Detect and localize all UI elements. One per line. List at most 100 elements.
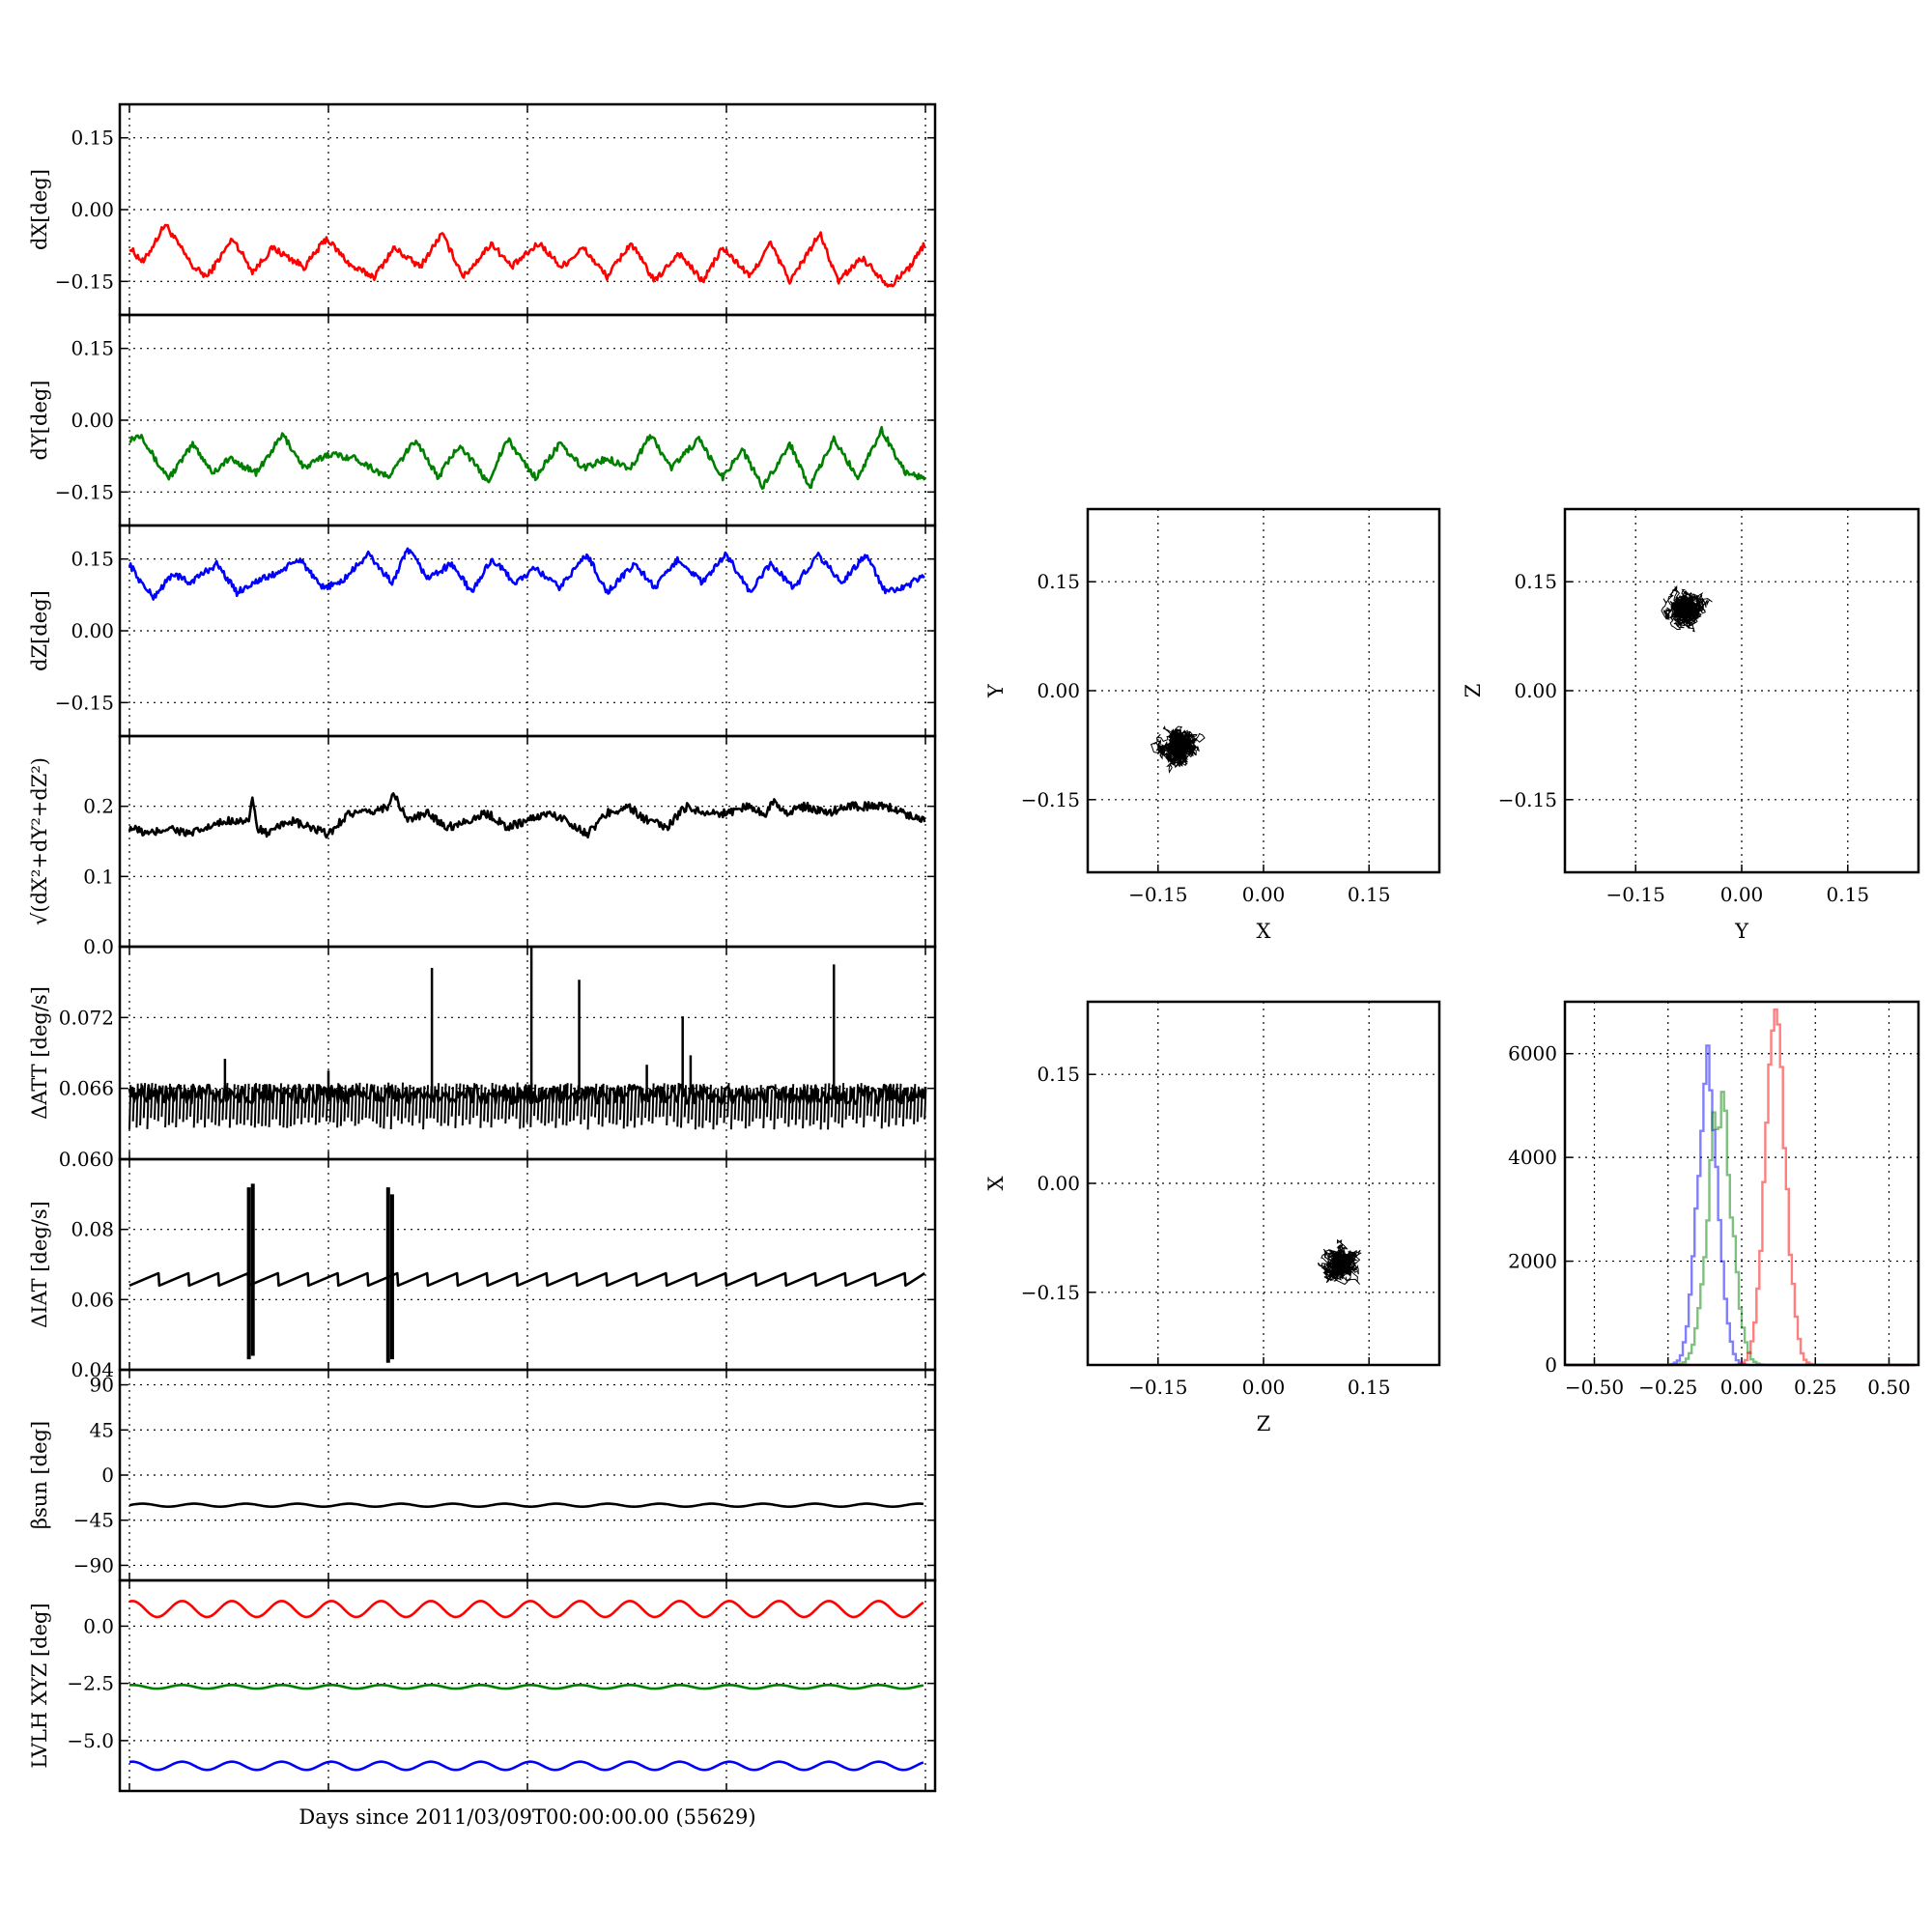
- y-axis-label: ΔIAT [deg/s]: [28, 1201, 51, 1328]
- y-tick-label: −2.5: [67, 1672, 114, 1695]
- pointing-track-zx: [1318, 1238, 1362, 1286]
- panel-frame: [118, 734, 937, 949]
- y-tick-label: −0.15: [1021, 1281, 1080, 1304]
- x-axis-label: X: [1257, 920, 1271, 943]
- y-tick-label: 0.1: [83, 865, 114, 888]
- y-tick-label: 0.00: [1037, 679, 1080, 702]
- y-tick-label: 0.15: [1037, 570, 1080, 593]
- y-tick-label: 0.00: [1514, 679, 1557, 702]
- y-tick-label: −45: [73, 1509, 114, 1532]
- y-tick-label: −0.15: [55, 270, 114, 293]
- y-axis-label: LVLH XYZ [deg]: [28, 1603, 51, 1768]
- beta-sun-line: [128, 1502, 924, 1508]
- plot-area: [128, 223, 926, 288]
- y-tick-label: 0.15: [71, 548, 114, 571]
- y-tick-label: 0.00: [71, 198, 114, 221]
- lvlh-line-z: [128, 1760, 924, 1772]
- y-tick-label: 45: [90, 1418, 114, 1441]
- y-tick-label: 0.15: [71, 127, 114, 150]
- x-tick-label: 0.50: [1867, 1376, 1911, 1399]
- plot-area: [128, 792, 926, 839]
- y-tick-label: −0.15: [55, 691, 114, 714]
- y-tick-label: 6000: [1508, 1042, 1557, 1065]
- y-tick-label: 0.06: [71, 1288, 114, 1311]
- x-tick-label: −0.50: [1565, 1376, 1624, 1399]
- lvlh-line-x: [128, 1600, 924, 1619]
- histogram-step-x: [1565, 1009, 1916, 1367]
- diat-sawtooth: [128, 1271, 925, 1288]
- panel-lvlh: 0.0 −2.5 −5.0 LVLH XYZ [deg]: [28, 1578, 937, 1793]
- y-tick-label: 0.08: [71, 1218, 114, 1241]
- y-axis-label: dX[deg]: [28, 169, 51, 250]
- panel-frame: [118, 1578, 937, 1793]
- y-axis-label: √(dX²+dY²+dZ²): [28, 757, 51, 925]
- datt-baseline: [128, 1083, 927, 1105]
- y-tick-label: 0.0: [83, 1614, 114, 1637]
- y-tick-label: 0.00: [71, 619, 114, 642]
- y-tick-label: −0.15: [1498, 788, 1557, 811]
- histogram-step-y: [1565, 1091, 1916, 1367]
- plot-area: [128, 1502, 924, 1508]
- plot-area: [128, 547, 925, 601]
- y-axis-label: X: [984, 1176, 1008, 1190]
- shared-x-axis-label: Days since 2011/03/09T00:00:00.00 (55629…: [298, 1805, 755, 1829]
- panel-beta: 90 45 0 −45 −90 βsun [deg]: [28, 1368, 937, 1582]
- y-tick-label: 0.04: [71, 1358, 114, 1381]
- series-line-dz: [128, 547, 925, 601]
- x-axis-label: Z: [1257, 1412, 1271, 1435]
- y-tick-label: 0.066: [59, 1077, 114, 1100]
- panel-frame: [118, 1157, 937, 1372]
- plot-area: [128, 1600, 924, 1772]
- panel-frame: [1086, 507, 1441, 874]
- y-axis-label: ΔATT [deg/s]: [28, 986, 51, 1120]
- y-axis-label: Y: [984, 683, 1008, 698]
- y-axis-label: dZ[deg]: [28, 590, 51, 671]
- panel-yz: −0.15 −0.15 0.00 0.00 0.15 0.15 Y Z: [1462, 507, 1920, 943]
- x-tick-label: −0.15: [1128, 883, 1187, 906]
- x-tick-label: 0.15: [1348, 1376, 1391, 1399]
- chart-panels: 0.150.00−0.15dX[deg]0.150.00−0.15dY[deg]…: [28, 102, 1920, 1793]
- series-line-r: [128, 792, 926, 839]
- panel-frame: [1086, 1000, 1441, 1367]
- panel-r: 0.2 0.1 0.0 √(dX²+dY²+dZ²): [28, 734, 937, 958]
- x-tick-label: 0.00: [1720, 1376, 1764, 1399]
- panel-frame: [1563, 507, 1920, 874]
- y-tick-label: 0: [101, 1463, 114, 1487]
- y-tick-label: 0.15: [1514, 570, 1557, 593]
- y-tick-label: 0.00: [71, 409, 114, 432]
- panel-frame: [1563, 1000, 1920, 1367]
- x-tick-label: −0.25: [1638, 1376, 1697, 1399]
- y-axis-label: Z: [1462, 684, 1485, 698]
- x-tick-label: 0.25: [1794, 1376, 1837, 1399]
- y-tick-label: −0.15: [1021, 788, 1080, 811]
- plot-area: [128, 1183, 925, 1363]
- plot-area: [128, 425, 926, 490]
- y-tick-label: 0.072: [59, 1006, 114, 1029]
- y-tick-label: 90: [90, 1374, 114, 1397]
- y-axis-label: dY[deg]: [28, 380, 51, 460]
- series-line-dy: [128, 425, 926, 490]
- plot-area: [128, 947, 927, 1130]
- panel-frame: [118, 945, 937, 1161]
- y-tick-label: 0.2: [83, 795, 114, 818]
- y-tick-label: −90: [73, 1553, 114, 1577]
- panel-xy: −0.15 −0.15 0.00 0.00 0.15 0.15 X Y: [984, 507, 1441, 943]
- pointing-track-yz: [1661, 584, 1713, 633]
- y-tick-label: −5.0: [67, 1729, 114, 1752]
- pointing-track-xy: [1150, 725, 1206, 774]
- x-axis-label: Y: [1734, 920, 1749, 943]
- panel-diat: 0.08 0.06 0.04 ΔIAT [deg/s]: [28, 1157, 937, 1381]
- x-tick-label: 0.15: [1348, 883, 1391, 906]
- panel-datt: 0.072 0.066 0.060 ΔATT [deg/s]: [28, 945, 937, 1171]
- y-tick-label: 0.15: [71, 337, 114, 360]
- lvlh-line-y: [128, 1684, 924, 1690]
- x-tick-label: 0.15: [1827, 883, 1870, 906]
- x-tick-label: 0.00: [1242, 1376, 1286, 1399]
- y-tick-label: 0.15: [1037, 1063, 1080, 1086]
- y-tick-label: 0.00: [1037, 1172, 1080, 1195]
- y-tick-label: 2000: [1508, 1250, 1557, 1273]
- y-tick-label: 0: [1545, 1353, 1557, 1377]
